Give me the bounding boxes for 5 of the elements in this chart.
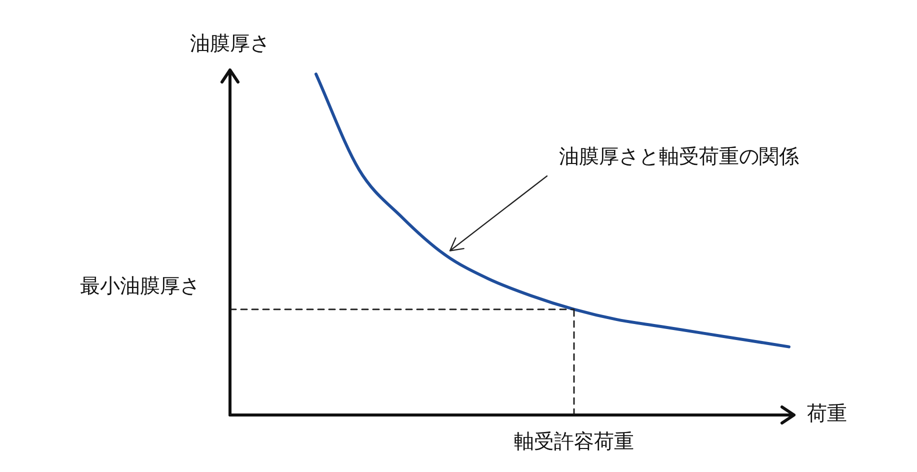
x-axis-title: 荷重 [807, 401, 847, 426]
ref-line-label: 最小油膜厚さ [80, 274, 200, 298]
text: 軸受許容荷重 [514, 429, 634, 454]
annotation: 油膜厚さと軸受荷重の関係 [559, 144, 799, 168]
y-axis-title: 油膜厚さ [190, 31, 270, 56]
